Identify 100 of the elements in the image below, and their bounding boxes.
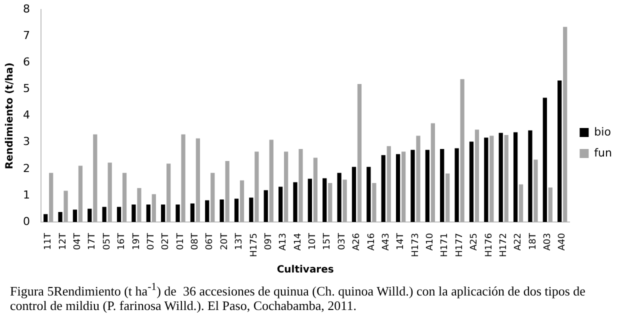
x-tick-label: H173 <box>410 233 421 258</box>
bar <box>386 146 391 222</box>
bar <box>534 160 538 222</box>
x-tick-label: A03 <box>543 233 553 251</box>
bar <box>352 166 356 222</box>
x-tick-label: 11T <box>44 232 54 250</box>
bar <box>563 26 568 222</box>
y-tick-label: 0 <box>23 214 30 228</box>
bar <box>220 199 224 222</box>
bar <box>205 200 210 222</box>
bar <box>454 148 459 222</box>
text: Figura 5Rendimiento (t ha$^{-1}$) de 36 accesiones de quinua (Ch. quinoa Willd.) con la aplicación de dos tipos de control de mildiu (P. farinosa Willd.). El Paso, Cochabamba, 2011. <box>9 280 586 314</box>
bar <box>132 204 136 222</box>
x-tick-label: 04T <box>73 232 84 250</box>
x-tick-label: 05T <box>102 232 112 250</box>
bar <box>181 134 186 222</box>
bar <box>328 183 332 222</box>
bar <box>116 206 122 222</box>
bar <box>469 142 474 222</box>
bar <box>78 166 83 222</box>
bar <box>381 155 386 222</box>
bar <box>513 132 518 222</box>
bar <box>528 130 532 222</box>
x-tick-label: 10T <box>308 232 318 250</box>
bar <box>446 173 450 222</box>
bar <box>93 134 98 222</box>
x-tick-label: A10 <box>426 232 436 251</box>
x-tick-label: H176 <box>484 232 494 258</box>
bar <box>460 79 464 222</box>
legend-label: bio <box>594 125 612 138</box>
x-tick-label: 08T <box>190 232 201 250</box>
x-tick-label: 14T <box>396 232 406 250</box>
x-tick-label: 13T <box>234 232 245 250</box>
y-axis-title: Rendimiento (t/ha) <box>4 62 16 170</box>
bar <box>64 190 68 222</box>
bar <box>337 172 342 222</box>
bar <box>225 160 230 222</box>
x-tick-label: 19T <box>132 232 142 250</box>
y-tick-label: 3 <box>23 135 30 148</box>
y-tick-label: 8 <box>23 2 30 16</box>
bar <box>152 194 156 222</box>
bar <box>49 172 54 222</box>
bar <box>293 182 298 222</box>
bar <box>342 180 347 222</box>
bar <box>518 184 524 222</box>
bar <box>322 178 327 222</box>
x-tick-label: H171 <box>440 233 450 258</box>
bar <box>88 208 92 222</box>
x-tick-label: A22 <box>514 233 524 251</box>
x-axis-title: Cultivares <box>276 264 334 276</box>
x-tick-label: 16T <box>117 232 128 250</box>
bar <box>366 166 371 222</box>
x-tick-label: A26 <box>352 232 362 251</box>
bar <box>372 183 376 222</box>
bar <box>278 186 283 222</box>
bar <box>401 152 406 222</box>
bar <box>474 130 480 222</box>
y-tick-label: 7 <box>23 29 30 42</box>
x-tick-label: A40 <box>558 232 568 251</box>
bar <box>166 164 171 222</box>
bar <box>410 150 415 222</box>
legend-label: fun <box>594 146 612 160</box>
x-tick-label: A13 <box>278 233 289 251</box>
bar <box>44 214 48 222</box>
bar <box>102 206 106 222</box>
bar <box>210 172 215 222</box>
bar <box>416 136 420 222</box>
x-tick-label: 01T <box>176 232 186 250</box>
bar <box>176 204 180 222</box>
bar <box>108 162 112 222</box>
x-tick-label: 02T <box>161 232 172 250</box>
bar <box>396 154 400 222</box>
bar <box>72 210 78 222</box>
x-tick-label: 18T <box>528 232 538 250</box>
x-tick-label: A43 <box>381 233 392 251</box>
bar <box>298 149 303 222</box>
bar <box>137 188 142 222</box>
bar <box>504 134 508 222</box>
bar <box>122 172 127 222</box>
bar <box>440 149 444 222</box>
bar <box>430 123 435 222</box>
x-tick-label: 15T <box>322 232 333 250</box>
bar <box>484 138 488 222</box>
x-tick-label: 06T <box>205 232 216 250</box>
x-tick-label: H177 <box>454 233 465 258</box>
bar <box>249 198 254 222</box>
bar <box>284 152 288 222</box>
bar <box>234 198 239 222</box>
x-tick-label: 17T <box>88 232 98 250</box>
y-tick-label: 2 <box>23 162 30 175</box>
x-tick-label: 20T <box>220 232 230 250</box>
bar <box>269 140 274 222</box>
x-tick-label: 03T <box>337 232 348 250</box>
y-tick-label: 1 <box>23 188 30 202</box>
bar <box>313 158 318 222</box>
bar <box>240 180 244 222</box>
x-tick-label: H172 <box>498 233 509 258</box>
bar <box>548 188 552 222</box>
bar <box>146 204 150 222</box>
bar <box>425 150 430 222</box>
